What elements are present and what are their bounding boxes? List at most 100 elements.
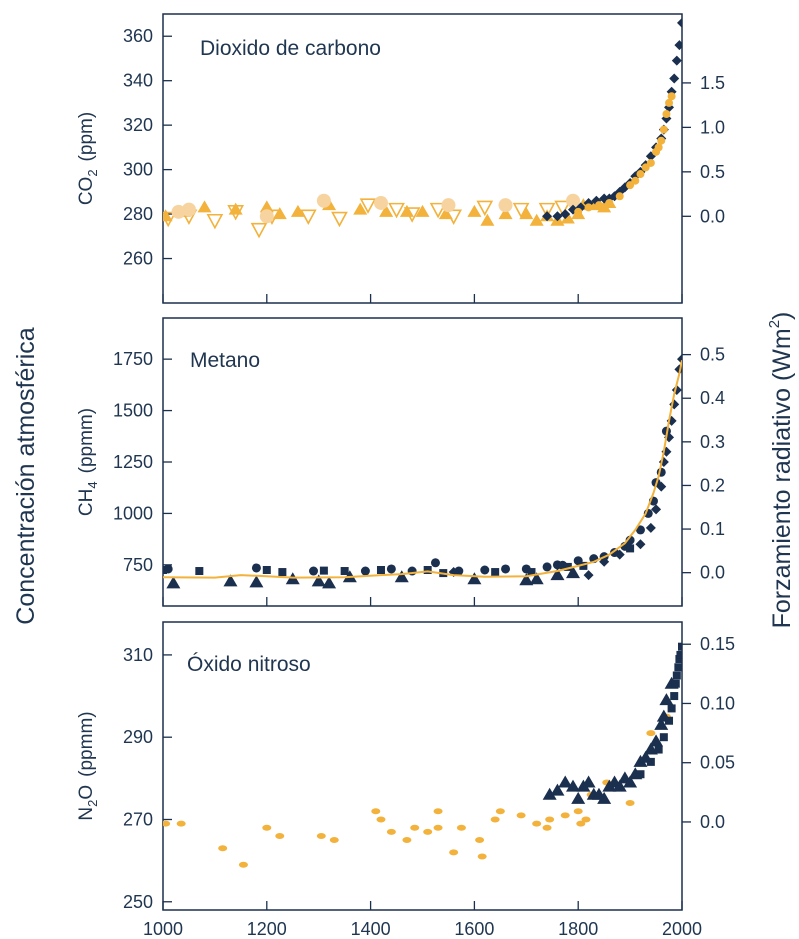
series-circle bbox=[163, 426, 671, 576]
data-point-oval bbox=[329, 837, 339, 844]
y-tick-label: 340 bbox=[123, 71, 153, 91]
series-line bbox=[163, 360, 682, 579]
data-point-small-dot bbox=[667, 92, 676, 101]
data-point-triangle-open bbox=[403, 207, 421, 223]
right-tick-label: 0.5 bbox=[700, 345, 725, 365]
data-point-oval bbox=[573, 808, 583, 815]
plot-area-co2 bbox=[163, 17, 682, 239]
data-point-diamond bbox=[674, 40, 682, 51]
plot-frame-co2 bbox=[162, 13, 683, 304]
y-tick-label: 290 bbox=[123, 727, 153, 747]
data-point-oval bbox=[433, 808, 443, 815]
data-point-square bbox=[665, 716, 674, 725]
y-tick-label: 1500 bbox=[113, 401, 153, 421]
data-point-triangle-open bbox=[331, 211, 348, 228]
data-point-square bbox=[667, 704, 676, 713]
data-point-square bbox=[670, 692, 679, 701]
data-point-oval bbox=[456, 824, 466, 831]
data-point-triangle bbox=[290, 204, 305, 217]
data-point-triangle bbox=[566, 566, 581, 579]
data-point-triangle bbox=[259, 200, 274, 213]
data-point-triangle bbox=[322, 576, 337, 589]
data-point-oval bbox=[176, 820, 186, 827]
data-point-triangle bbox=[480, 213, 495, 226]
data-point-small-dot bbox=[665, 98, 674, 107]
data-point-square bbox=[579, 561, 588, 570]
right-tick-label: 1.5 bbox=[700, 73, 725, 93]
y-axis-label-co2: CO2 (ppm) bbox=[76, 112, 100, 205]
plot-area-n2o bbox=[163, 642, 682, 868]
data-point-triangle bbox=[311, 574, 326, 587]
x-tick-label: 1600 bbox=[454, 919, 494, 939]
series-small-dot bbox=[574, 92, 676, 216]
data-point-oval bbox=[477, 853, 487, 860]
data-point-oval bbox=[238, 861, 248, 868]
data-point-triangle bbox=[597, 791, 612, 804]
data-point-circle bbox=[309, 566, 319, 576]
data-point-triangle bbox=[649, 734, 664, 747]
data-point-oval bbox=[646, 730, 656, 737]
plot-frame-n2o bbox=[162, 621, 683, 911]
data-point-circle bbox=[566, 193, 581, 208]
data-point-diamond bbox=[645, 522, 656, 533]
data-point-circle bbox=[430, 558, 440, 568]
y-axis-label-main: CH bbox=[76, 489, 97, 516]
data-point-oval bbox=[532, 820, 542, 827]
data-point-triangle-open bbox=[299, 209, 317, 225]
y-tick-label: 360 bbox=[123, 26, 153, 46]
right-tick-label: 0.15 bbox=[700, 634, 735, 654]
panel-carbon-dioxide: 260 280 300 320 340 360 0.0 0.5 1.0 1.5 Dioxido de… bbox=[76, 13, 725, 304]
data-point-triangle bbox=[558, 775, 573, 788]
panel-title-co2: Dioxido de carbono bbox=[200, 37, 381, 60]
data-point-oval bbox=[402, 837, 412, 844]
data-point-circle bbox=[635, 525, 645, 535]
data-point-diamond bbox=[614, 549, 625, 560]
data-point-circle bbox=[360, 566, 370, 576]
data-point-triangle bbox=[643, 742, 658, 755]
data-point-circle bbox=[373, 195, 388, 210]
right-tick-label: 0.10 bbox=[700, 693, 735, 713]
left-axis-title: Concentración atmosférica bbox=[12, 327, 40, 624]
right-tick-label: 0.3 bbox=[700, 432, 725, 452]
data-point-oval bbox=[475, 837, 485, 844]
data-point-diamond bbox=[651, 504, 662, 515]
y-tick-label: 320 bbox=[123, 115, 153, 135]
data-point-oval bbox=[433, 824, 443, 831]
data-point-triangle bbox=[529, 572, 544, 585]
right-axis-title-superscript: 2 bbox=[766, 320, 783, 328]
x-tick-label: 1200 bbox=[247, 919, 287, 939]
data-point-small-dot bbox=[657, 136, 666, 145]
right-tick-label: 0.0 bbox=[700, 206, 725, 226]
data-point-triangle bbox=[498, 207, 513, 220]
data-point-triangle bbox=[223, 574, 238, 587]
data-point-oval bbox=[410, 824, 420, 831]
data-point-circle bbox=[501, 564, 511, 574]
x-tick-label: 1800 bbox=[558, 919, 598, 939]
data-point-diamond bbox=[542, 211, 553, 222]
data-point-triangle bbox=[467, 572, 482, 585]
data-point-triangle-open bbox=[538, 202, 556, 219]
data-point-oval bbox=[376, 816, 386, 823]
data-point-triangle-open bbox=[445, 209, 462, 225]
y-axis-label-main: N bbox=[76, 807, 97, 821]
data-point-oval bbox=[218, 845, 228, 852]
data-point-square bbox=[491, 568, 500, 577]
data-point-square bbox=[646, 757, 655, 766]
right-tick-label: 0.05 bbox=[700, 753, 735, 773]
series-square bbox=[636, 642, 682, 779]
data-point-triangle bbox=[550, 568, 565, 581]
data-point-triangle bbox=[467, 204, 482, 217]
x-tick-label: 2000 bbox=[662, 919, 702, 939]
data-point-oval bbox=[275, 832, 285, 839]
data-point-square bbox=[676, 650, 682, 659]
data-point-circle bbox=[181, 202, 196, 217]
data-point-square bbox=[674, 663, 682, 672]
data-point-oval bbox=[581, 816, 591, 823]
data-point-diamond bbox=[635, 539, 646, 550]
panel-title-n2o: Óxido nitroso bbox=[187, 653, 311, 676]
series-diamond bbox=[542, 17, 682, 222]
y-tick-label: 1250 bbox=[113, 452, 153, 472]
panel-methane: 750 1000 1250 1500 1750 0.0 0.1 0.2 0.3 0.4 0.5 Met… bbox=[76, 317, 725, 607]
data-point-diamond bbox=[560, 209, 571, 220]
data-point-circle bbox=[542, 562, 552, 572]
